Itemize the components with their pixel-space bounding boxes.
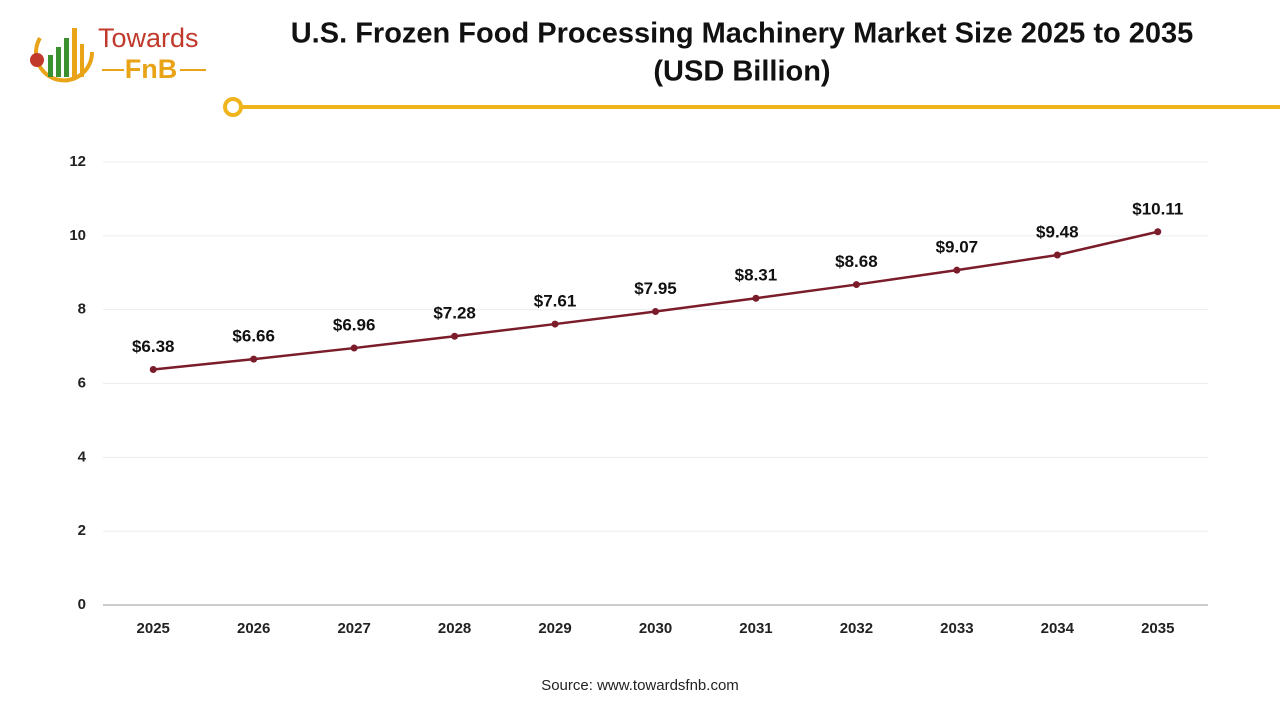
source: Source: www.towardsfnb.com	[541, 677, 739, 694]
point	[852, 281, 860, 289]
y-tick-label: 10	[69, 227, 86, 244]
y-tick-label: 6	[78, 374, 86, 391]
logo-brand: FnB	[125, 54, 177, 84]
logo-bar	[80, 44, 84, 77]
logo-name: Towards	[98, 23, 199, 53]
point	[350, 344, 358, 352]
x-tick-label: 2028	[438, 620, 471, 637]
x-tick-label: 2035	[1141, 620, 1174, 637]
logo-dot	[30, 53, 44, 67]
point	[953, 266, 961, 274]
point	[149, 365, 157, 373]
logo-ring	[34, 36, 95, 83]
header-rule-dot	[223, 97, 243, 117]
x-tick-label: 2033	[940, 620, 973, 637]
value-label: $6.96	[333, 316, 376, 335]
x-tick-label: 2027	[337, 620, 370, 637]
x-tick-label: 2030	[639, 620, 672, 637]
value-label: $8.68	[835, 252, 878, 271]
value-label: $6.38	[132, 337, 175, 356]
y-tick-label: 0	[78, 596, 86, 613]
chart-subtitle: (USD Billion)	[653, 56, 830, 88]
value-label: $9.48	[1036, 223, 1079, 242]
x-tick-label: 2029	[538, 620, 571, 637]
y-tick-label: 2	[78, 522, 86, 539]
logo-bar	[64, 38, 69, 77]
value-label: $7.61	[534, 292, 577, 311]
logo-bar	[48, 55, 53, 77]
x-tick-label: 2034	[1041, 620, 1075, 637]
y-tick-label: 4	[78, 448, 87, 465]
point	[1053, 251, 1061, 259]
chart-title: U.S. Frozen Food Processing Machinery Ma…	[291, 18, 1194, 50]
x-tick-label: 2031	[739, 620, 772, 637]
value-label: $8.31	[735, 266, 778, 285]
logo-bar	[56, 47, 61, 77]
logo: Towards FnB	[30, 23, 206, 84]
value-label: $7.28	[433, 304, 476, 323]
y-tick-label: 12	[69, 153, 86, 170]
point	[451, 332, 459, 340]
point	[652, 308, 659, 316]
value-label: $6.66	[232, 327, 275, 346]
x-tick-label: 2032	[840, 620, 873, 637]
x-tick-label: 2025	[137, 620, 170, 637]
y-tick-label: 8	[78, 301, 86, 318]
point	[551, 320, 559, 328]
logo-bar	[72, 28, 77, 77]
value-label: $10.11	[1132, 199, 1183, 218]
point	[250, 355, 258, 363]
value-label: $9.07	[936, 238, 979, 257]
x-tick-label: 2026	[237, 620, 270, 637]
point	[752, 294, 760, 302]
value-label: $7.95	[634, 279, 677, 298]
point	[1154, 228, 1162, 236]
